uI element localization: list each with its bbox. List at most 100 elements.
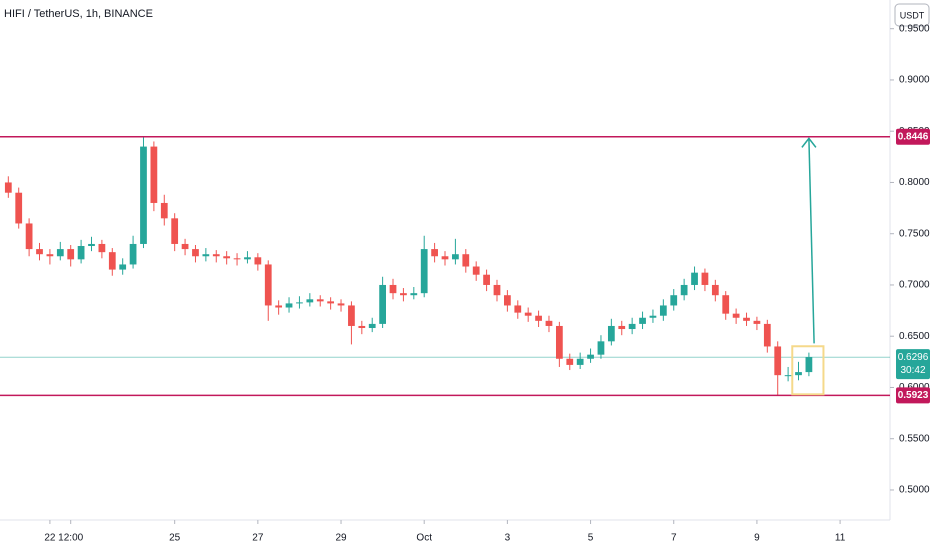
candle-body xyxy=(472,266,480,275)
candle-body xyxy=(711,284,719,296)
candle-body xyxy=(129,243,137,265)
candle-body xyxy=(774,346,782,376)
candle-body xyxy=(618,325,626,330)
currency-label[interactable]: USDT xyxy=(900,10,925,20)
candle-body xyxy=(555,325,563,359)
candle-body xyxy=(431,249,438,257)
x-tick-label: 9 xyxy=(754,533,760,544)
candle-body xyxy=(587,354,594,359)
candle-body xyxy=(202,254,210,257)
candle-body xyxy=(493,284,501,296)
candle-body xyxy=(805,357,813,373)
candle-body xyxy=(67,249,75,260)
y-tick-label: 0.7000 xyxy=(899,280,930,291)
candle-body xyxy=(77,246,85,260)
arrow-shaft xyxy=(808,138,815,344)
candle-body xyxy=(192,249,199,257)
candle-body xyxy=(680,284,688,296)
candle-body xyxy=(535,315,542,321)
candle-body xyxy=(462,254,470,267)
candle-body xyxy=(223,256,231,259)
last-price-label: 0.6296 xyxy=(898,352,929,363)
candle-body xyxy=(56,249,64,257)
candle-body xyxy=(337,303,345,306)
candle-body xyxy=(88,243,95,247)
candle-body xyxy=(275,305,283,308)
candle-body xyxy=(36,249,43,255)
candle-body xyxy=(670,295,678,306)
candle-body xyxy=(400,293,407,296)
candle-body xyxy=(285,303,293,308)
candle-body xyxy=(368,323,376,329)
candle-body xyxy=(753,320,761,324)
candle-body xyxy=(701,272,709,285)
candle-body xyxy=(119,264,127,270)
candle-body xyxy=(722,295,730,314)
candle-body xyxy=(181,243,189,250)
candle-body xyxy=(150,146,158,203)
candle-body xyxy=(743,317,750,321)
candle-body xyxy=(4,182,12,193)
candle-body xyxy=(576,358,584,365)
level-label: 0.8446 xyxy=(898,131,929,142)
candle-body xyxy=(379,284,386,324)
candle-body xyxy=(98,243,106,253)
x-tick-label: 22 xyxy=(44,533,56,544)
candle-body xyxy=(316,299,324,302)
candle-body xyxy=(254,257,262,265)
candle-body xyxy=(691,272,698,285)
candle-body xyxy=(244,257,251,260)
y-tick-label: 0.6500 xyxy=(899,331,930,342)
candle-body xyxy=(597,341,605,355)
candle-body xyxy=(659,305,667,316)
candle-body xyxy=(358,325,366,329)
y-tick-label: 0.7500 xyxy=(899,228,930,239)
candle-body xyxy=(160,202,168,219)
candle-body xyxy=(25,223,33,250)
candle-body xyxy=(327,301,335,304)
x-tick-label: 7 xyxy=(671,533,677,544)
x-tick-label: 25 xyxy=(169,533,181,544)
y-tick-label: 0.9500 xyxy=(899,23,930,34)
chart-title: HIFI / TetherUS, 1h, BINANCE xyxy=(4,8,153,20)
candle-body xyxy=(639,317,646,324)
candle-body xyxy=(732,313,740,318)
candle-body xyxy=(212,254,220,257)
candle-body xyxy=(389,284,397,294)
candle-body xyxy=(514,305,522,313)
highlight-box xyxy=(791,345,825,396)
y-tick-label: 0.8000 xyxy=(899,177,930,188)
candle-body xyxy=(171,218,179,244)
candle-body xyxy=(483,274,490,285)
candle-body xyxy=(784,375,792,377)
level-label-box xyxy=(896,387,930,404)
candle-body xyxy=(46,254,54,257)
y-tick-label: 0.9000 xyxy=(899,75,930,86)
candle-body xyxy=(607,325,615,342)
arrow-head xyxy=(801,137,817,148)
candle-body xyxy=(15,192,23,224)
candle-body xyxy=(410,293,418,296)
candle-body xyxy=(545,320,553,326)
x-tick-label: 12:00 xyxy=(58,533,83,544)
candle-body xyxy=(233,258,241,260)
candle-body xyxy=(524,312,532,316)
x-tick-label: 11 xyxy=(835,533,846,544)
candle-body xyxy=(504,295,511,306)
candle-body xyxy=(296,302,303,304)
candle-body xyxy=(649,315,657,318)
last-price-box xyxy=(896,349,930,380)
y-tick-label: 0.5500 xyxy=(899,433,930,444)
x-tick-label: 5 xyxy=(588,533,594,544)
candle-body xyxy=(140,146,147,244)
currency-button[interactable] xyxy=(894,3,930,27)
candle-body xyxy=(264,264,272,306)
y-tick-label: 0.5000 xyxy=(899,485,930,496)
candle-body xyxy=(420,249,428,294)
candle-body xyxy=(566,358,574,365)
candle-body xyxy=(763,323,771,347)
x-tick-label: Oct xyxy=(416,533,432,544)
candle-body xyxy=(306,299,314,303)
